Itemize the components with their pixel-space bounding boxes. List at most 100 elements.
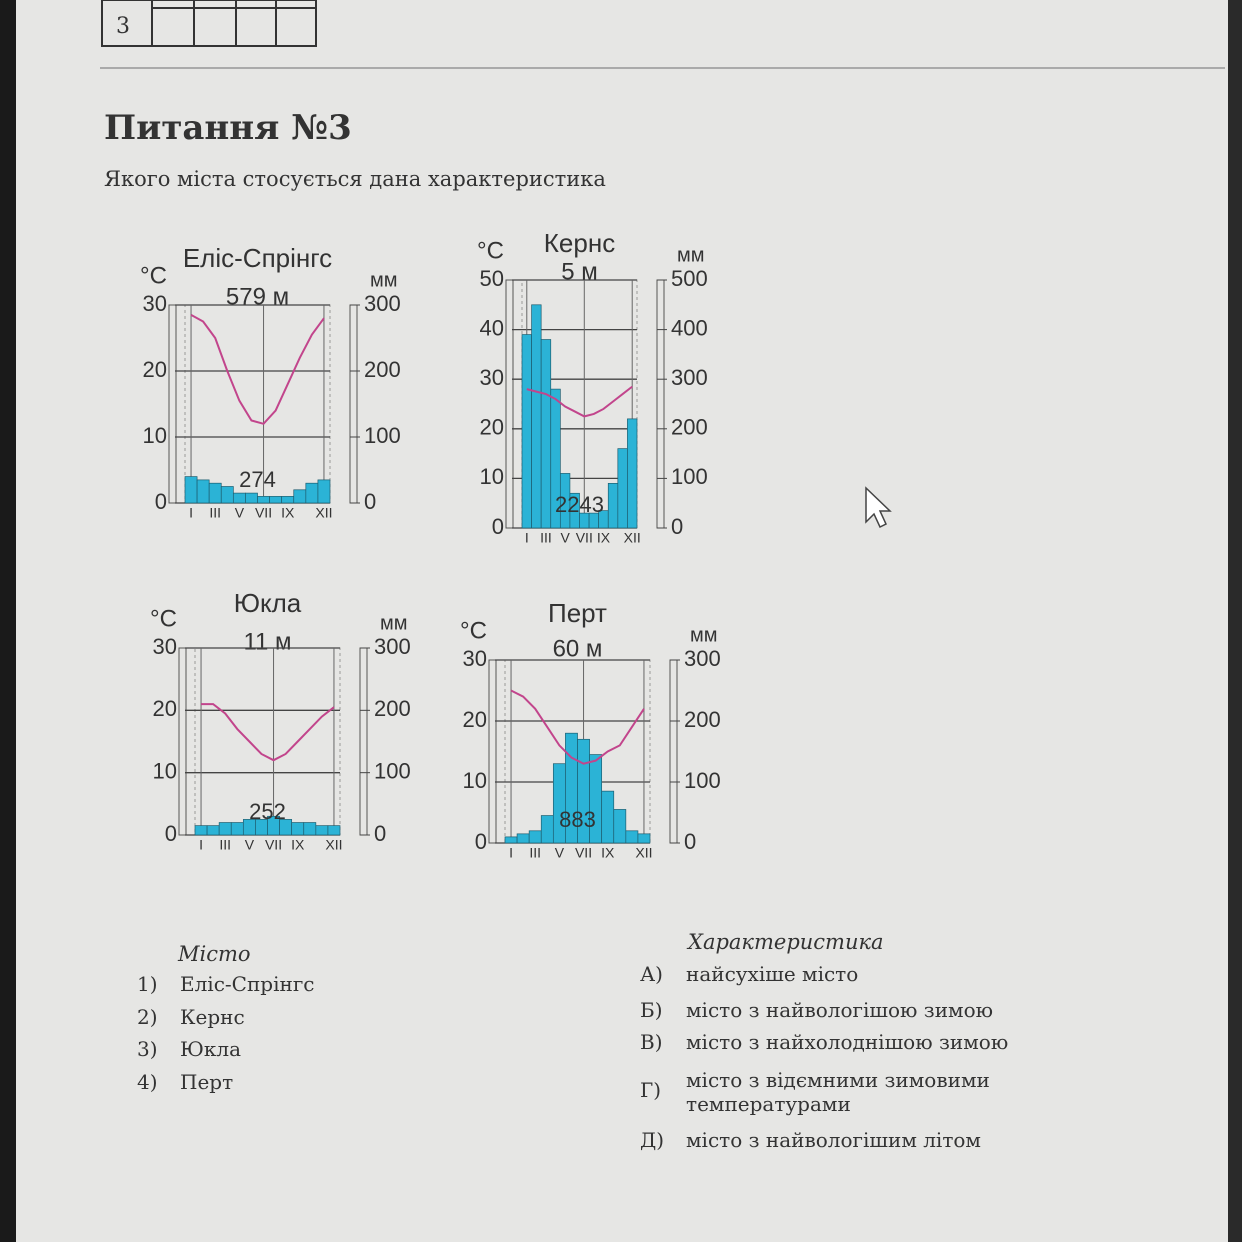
precip-scale [359, 647, 368, 836]
bar [291, 822, 305, 836]
temp-line [510, 689, 645, 765]
x-tick-label: III [219, 837, 231, 853]
list-title: Місто [178, 942, 251, 966]
temp-line [526, 385, 633, 418]
annual-total: 2243 [555, 492, 604, 517]
item-text: найсухіше місто [686, 962, 859, 986]
y-tick-label: 30 [153, 634, 177, 659]
y-tick-label: 30 [480, 365, 504, 390]
y-tick-label: 10 [153, 758, 177, 783]
x-tick-label: III [529, 845, 541, 861]
chart-title: Перт [548, 598, 607, 628]
bar [569, 492, 580, 529]
y2-tick-label: 200 [374, 696, 411, 721]
bar [637, 833, 651, 844]
precip-scale [656, 279, 665, 529]
annual-total: 252 [249, 799, 286, 824]
item-text: місто з найхолоднішою зимою [686, 1030, 1009, 1054]
bar [281, 496, 295, 504]
bar [257, 496, 270, 504]
answer-table [101, 0, 317, 47]
precip-scale [669, 659, 678, 844]
bar [540, 815, 554, 844]
temp-scale [488, 659, 497, 844]
y-tick-label: 10 [480, 464, 504, 489]
bar [305, 482, 319, 504]
bar [184, 476, 198, 504]
chart-title: Кернс [544, 228, 615, 258]
bar [540, 339, 552, 529]
chart-subtitle: 11 м [243, 628, 291, 655]
chart-subtitle: 5 м [561, 258, 598, 285]
chart-title: Юкла [234, 588, 302, 618]
item-text: місто з найвологішою зимою [686, 998, 994, 1022]
bar [521, 334, 532, 529]
bar [220, 486, 234, 504]
y2-tick-label: 100 [364, 423, 401, 448]
screen-edge [0, 0, 16, 1242]
temp-scale [505, 279, 514, 529]
item-letter: Б) [640, 998, 663, 1022]
bar [206, 825, 220, 836]
y2-axis-label: мм [370, 269, 398, 291]
question-text: Якого міста стосується дана характеристи… [104, 167, 606, 191]
y2-axis-label: мм [380, 612, 408, 634]
temp-scale [178, 647, 187, 836]
bar [230, 822, 244, 836]
bar [315, 825, 329, 836]
y2-tick-label: 0 [671, 514, 683, 539]
y2-tick-label: 0 [364, 489, 376, 514]
bar [625, 830, 639, 844]
x-tick-label: V [555, 845, 565, 861]
bar [601, 790, 615, 844]
y2-tick-label: 500 [671, 266, 708, 291]
item-text: Перт [180, 1070, 234, 1094]
annual-total: 274 [239, 467, 276, 492]
y2-tick-label: 0 [684, 829, 696, 854]
y-tick-label: 20 [143, 357, 167, 382]
item-letter: В) [640, 1030, 663, 1054]
temp-scale [168, 304, 177, 504]
y-tick-label: 20 [153, 696, 177, 721]
bar [218, 822, 232, 836]
y-tick-label: 0 [165, 821, 177, 846]
bar [245, 492, 258, 504]
x-tick-label: XII [325, 837, 342, 853]
row-label: 3 [116, 14, 130, 39]
x-tick-label: IX [291, 837, 305, 853]
x-tick-label: VII [576, 530, 593, 546]
y2-tick-label: 0 [374, 821, 386, 846]
y-axis-label: °C [477, 237, 504, 264]
item-text: місто з відємними зимовими температурами [686, 1068, 990, 1116]
bar [613, 809, 627, 844]
item-text: Кернс [180, 1005, 245, 1029]
y-tick-label: 0 [155, 489, 167, 514]
bar [232, 492, 246, 504]
question-title: Питання №3 [104, 108, 352, 148]
y2-tick-label: 300 [374, 634, 411, 659]
y2-tick-label: 300 [671, 365, 708, 390]
bar [528, 830, 542, 844]
x-tick-label: XII [624, 530, 641, 546]
y2-tick-label: 200 [671, 415, 708, 440]
bar [208, 482, 222, 504]
y2-tick-label: 100 [671, 464, 708, 489]
x-tick-label: VII [575, 845, 592, 861]
bar [269, 496, 283, 504]
y2-tick-label: 200 [364, 357, 401, 382]
bar [327, 825, 341, 836]
precip-scale [349, 304, 358, 504]
y-tick-label: 10 [463, 768, 487, 793]
y-tick-label: 20 [463, 707, 487, 732]
bar [196, 479, 210, 504]
screen-edge [1228, 0, 1242, 1242]
bar [531, 304, 542, 529]
annual-total: 883 [559, 807, 596, 832]
item-letter: А) [640, 962, 663, 986]
bar [293, 489, 307, 504]
item-number: 3) [137, 1037, 158, 1061]
bar [627, 418, 638, 529]
y2-axis-label: мм [677, 244, 705, 266]
